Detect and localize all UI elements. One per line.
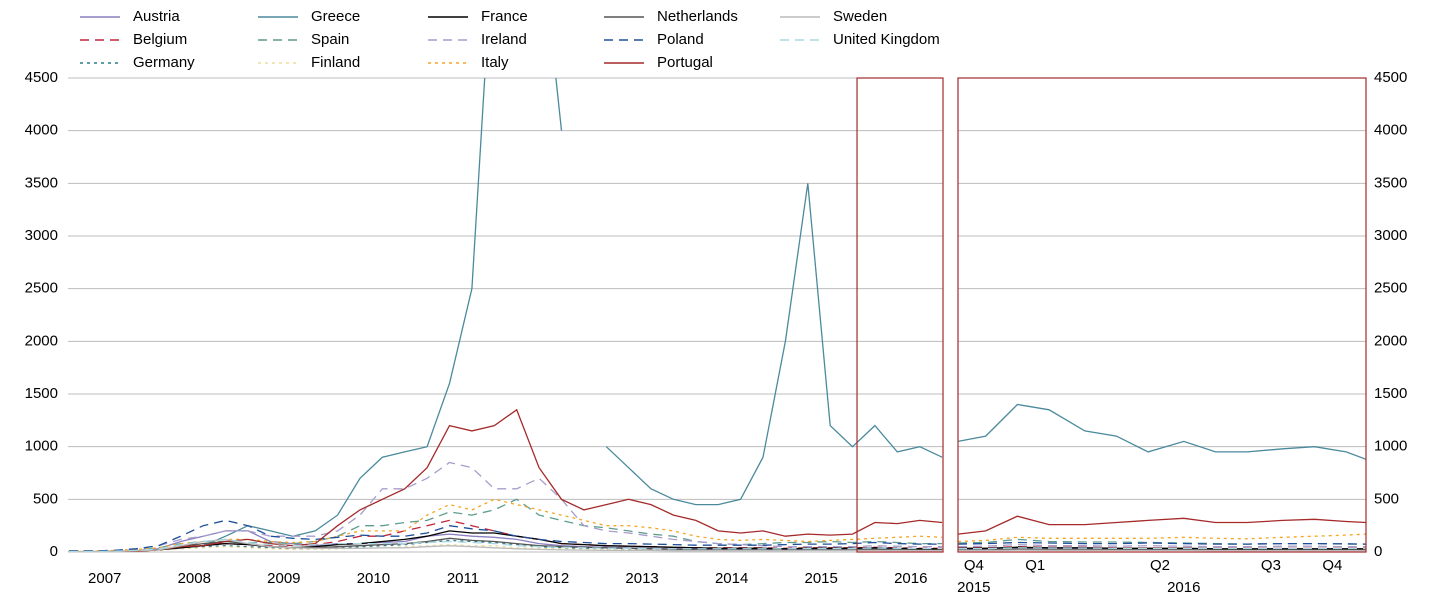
series-line bbox=[958, 543, 1366, 548]
plot-lines bbox=[68, 78, 943, 552]
x-tick-label: Q2 bbox=[1150, 557, 1170, 574]
series-line bbox=[958, 403, 1366, 460]
legend-label: Ireland bbox=[481, 31, 527, 48]
legend-label: Sweden bbox=[833, 8, 887, 25]
y-tick-label: 3000 bbox=[1374, 227, 1407, 244]
x-tick-label: Q3 bbox=[1261, 557, 1281, 574]
x-period-label: 2015 bbox=[957, 579, 990, 596]
series-line bbox=[68, 519, 943, 552]
legend-label: Netherlands bbox=[657, 8, 738, 25]
x-tick-label: Q1 bbox=[1025, 557, 1045, 574]
x-tick-label: 2009 bbox=[267, 570, 300, 587]
series-line bbox=[68, 530, 943, 552]
panel-frame bbox=[957, 77, 1367, 553]
x-tick-label: 2008 bbox=[178, 570, 211, 587]
y-tick-label: 0 bbox=[50, 543, 58, 560]
series-line bbox=[68, 538, 943, 552]
y-tick-label: 1500 bbox=[25, 385, 58, 402]
x-tick-label: 2007 bbox=[88, 570, 121, 587]
x-tick-label: 2013 bbox=[625, 570, 658, 587]
x-tick-label: 2012 bbox=[536, 570, 569, 587]
series-line bbox=[958, 549, 1366, 552]
legend-label: Finland bbox=[311, 54, 360, 71]
series-line bbox=[958, 515, 1366, 535]
y-tick-label: 3000 bbox=[25, 227, 58, 244]
series-line bbox=[958, 547, 1366, 550]
x-tick-label: Q4 bbox=[964, 557, 984, 574]
legend-label: Poland bbox=[657, 31, 704, 48]
x-tick-label: 2015 bbox=[805, 570, 838, 587]
y-tick-label: 1500 bbox=[1374, 385, 1407, 402]
y-tick-label: 2500 bbox=[25, 280, 58, 297]
y-tick-label: 1000 bbox=[1374, 438, 1407, 455]
series-line bbox=[68, 498, 943, 552]
y-tick-label: 4500 bbox=[1374, 69, 1407, 86]
legend-label: Greece bbox=[311, 8, 360, 25]
y-tick-label: 2000 bbox=[25, 332, 58, 349]
y-tick-label: 4000 bbox=[1374, 122, 1407, 139]
series-line bbox=[68, 78, 943, 552]
y-tick-label: 3500 bbox=[1374, 174, 1407, 191]
legend-label: Germany bbox=[133, 54, 195, 71]
y-tick-label: 2500 bbox=[1374, 280, 1407, 297]
y-tick-label: 2000 bbox=[1374, 332, 1407, 349]
y-tick-label: 0 bbox=[1374, 543, 1382, 560]
y-tick-label: 4500 bbox=[25, 69, 58, 86]
legend-label: Spain bbox=[311, 31, 349, 48]
plot-lines bbox=[958, 403, 1366, 552]
series-line bbox=[68, 408, 943, 552]
x-tick-label: Q4 bbox=[1322, 557, 1342, 574]
x-tick-label: 2016 bbox=[894, 570, 927, 587]
series-line bbox=[958, 533, 1366, 543]
y-tick-label: 500 bbox=[33, 490, 58, 507]
legend-label: France bbox=[481, 8, 528, 25]
series-line bbox=[958, 548, 1366, 551]
legend-label: Portugal bbox=[657, 54, 713, 71]
legend-label: United Kingdom bbox=[833, 31, 940, 48]
legend-label: Belgium bbox=[133, 31, 187, 48]
highlight-box bbox=[856, 77, 944, 553]
x-tick-label: 2011 bbox=[447, 570, 479, 587]
series-line bbox=[68, 538, 943, 552]
x-period-label: 2016 bbox=[1167, 579, 1200, 596]
series-line bbox=[958, 541, 1366, 545]
series-line bbox=[68, 519, 943, 552]
series-line bbox=[68, 461, 943, 552]
y-tick-label: 4000 bbox=[25, 122, 58, 139]
y-tick-label: 500 bbox=[1374, 490, 1399, 507]
x-tick-label: 2014 bbox=[715, 570, 748, 587]
legend-label: Austria bbox=[133, 8, 180, 25]
legend-label: Italy bbox=[481, 54, 509, 71]
y-tick-label: 1000 bbox=[25, 438, 58, 455]
y-tick-label: 3500 bbox=[25, 174, 58, 191]
x-tick-label: 2010 bbox=[357, 570, 390, 587]
